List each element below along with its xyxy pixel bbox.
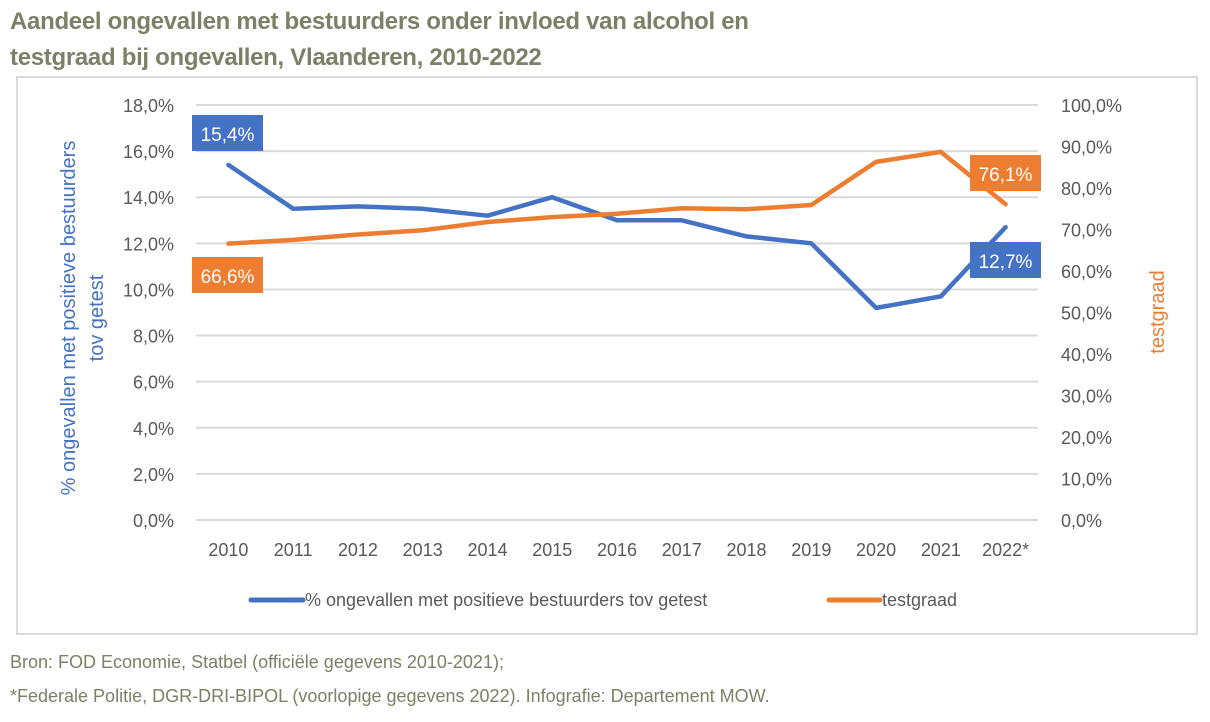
right-tick-label: 40,0%: [1061, 345, 1112, 365]
right-tick-label: 20,0%: [1061, 428, 1112, 448]
right-tick-label: 70,0%: [1061, 221, 1112, 241]
legend-label-testgraad: testgraad: [882, 590, 957, 610]
data-label-box: [970, 242, 1041, 278]
left-tick-label: 10,0%: [123, 280, 174, 300]
x-tick-label: 2022*: [982, 540, 1029, 560]
data-label-text: 76,1%: [979, 165, 1033, 186]
right-tick-label: 100,0%: [1061, 96, 1122, 116]
right-tick-label: 90,0%: [1061, 138, 1112, 158]
source-note-line-1: Bron: FOD Economie, Statbel (officiële g…: [10, 652, 504, 672]
x-tick-label: 2017: [662, 540, 702, 560]
left-axis-title-line-2: tov getest: [86, 274, 108, 361]
x-tick-label: 2012: [338, 540, 378, 560]
left-axis-ticks: 0,0% 2,0% 4,0% 6,0% 8,0% 10,0% 12,0% 14,0% 16,0%…: [123, 96, 174, 531]
left-tick-label: 14,0%: [123, 188, 174, 208]
data-label-text: 12,7%: [979, 252, 1033, 273]
x-tick-label: 2018: [727, 540, 767, 560]
data-label: 15,4%: [192, 115, 263, 151]
data-label-text: 15,4%: [201, 125, 255, 146]
chart-title-line-1: Aandeel ongevallen met bestuurders onder…: [10, 8, 749, 35]
x-axis-ticks: 2010 2011 2012 2013 2014 2015 2016 2017 2018 2019…: [208, 540, 1029, 560]
data-label: 66,6%: [192, 257, 263, 293]
right-tick-label: 50,0%: [1061, 304, 1112, 324]
gridlines: [196, 104, 1038, 521]
x-tick-label: 2021: [921, 540, 961, 560]
left-tick-label: 0,0%: [133, 511, 174, 531]
legend-label-positive: % ongevallen met positieve bestuurders t…: [305, 590, 707, 610]
x-tick-label: 2014: [467, 540, 507, 560]
chart-title-line-2: testgraad bij ongevallen, Vlaanderen, 20…: [10, 44, 542, 71]
left-tick-label: 8,0%: [133, 327, 174, 347]
legend-item-positive[interactable]: % ongevallen met positieve bestuurders t…: [248, 590, 707, 610]
data-label: 76,1%: [970, 155, 1041, 191]
x-tick-label: 2010: [208, 540, 248, 560]
x-tick-label: 2015: [532, 540, 572, 560]
x-tick-label: 2019: [791, 540, 831, 560]
right-tick-label: 60,0%: [1061, 262, 1112, 282]
data-label-box: [192, 257, 263, 293]
data-labels: 15,4% 12,7% 66,6% 76,1%: [192, 115, 1041, 293]
series-line-positive: [226, 162, 1008, 311]
left-tick-label: 12,0%: [123, 234, 174, 254]
x-tick-label: 2016: [597, 540, 637, 560]
left-tick-label: 4,0%: [133, 419, 174, 439]
left-tick-label: 18,0%: [123, 96, 174, 116]
data-label: 12,7%: [970, 242, 1041, 278]
left-axis-title-line-1: % ongevallen met positieve bestuurders: [58, 141, 80, 496]
left-tick-label: 16,0%: [123, 142, 174, 162]
x-tick-label: 2020: [856, 540, 896, 560]
legend: % ongevallen met positieve bestuurders t…: [248, 590, 957, 610]
right-tick-label: 10,0%: [1061, 470, 1112, 490]
series-lines: [226, 149, 1008, 311]
data-label-box: [970, 155, 1041, 191]
x-tick-label: 2013: [403, 540, 443, 560]
right-axis-ticks: 0,0% 10,0% 20,0% 30,0% 40,0% 50,0% 60,0% 70,0% 8…: [1061, 96, 1122, 531]
left-tick-label: 6,0%: [133, 373, 174, 393]
right-tick-label: 0,0%: [1061, 511, 1102, 531]
data-label-text: 66,6%: [201, 267, 255, 288]
x-tick-label: 2011: [274, 540, 313, 560]
right-axis-title: testgraad: [1147, 270, 1169, 353]
left-tick-label: 2,0%: [133, 465, 174, 485]
source-note-line-2: *Federale Politie, DGR-DRI-BIPOL (voorlo…: [10, 686, 770, 706]
right-tick-label: 30,0%: [1061, 387, 1112, 407]
right-tick-label: 80,0%: [1061, 179, 1112, 199]
legend-item-testgraad[interactable]: testgraad: [826, 590, 957, 610]
data-label-box: [192, 115, 263, 151]
series-line-testgraad: [226, 149, 1008, 246]
chart-title: Aandeel ongevallen met bestuurders onder…: [10, 4, 910, 76]
